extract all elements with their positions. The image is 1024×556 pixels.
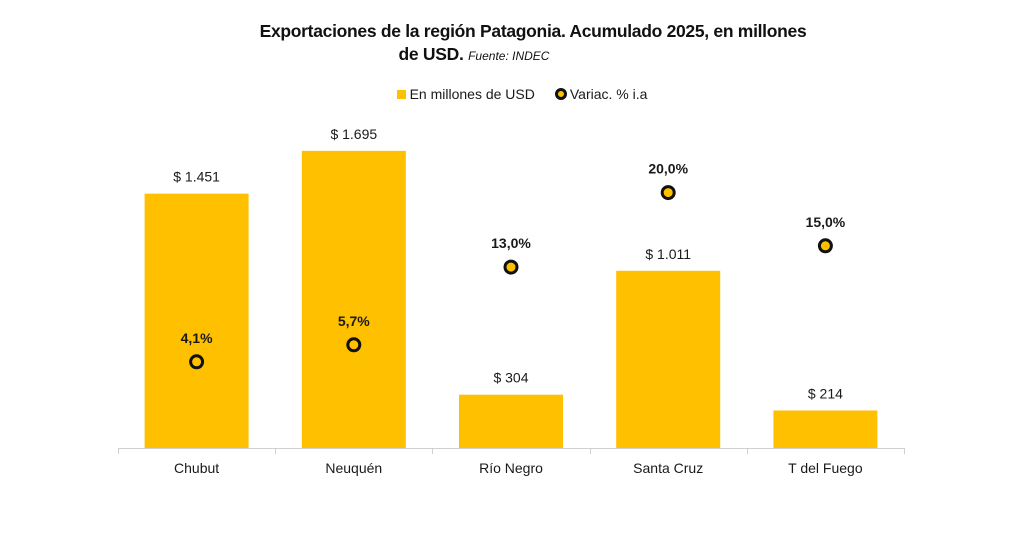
variation-value-label: 15,0% — [806, 214, 846, 230]
bar-río-negro — [459, 394, 563, 448]
chart-legend: En millones de USD Variac. % i.a — [0, 86, 1024, 102]
variation-value-label: 5,7% — [338, 313, 370, 329]
legend-marker-circle-icon — [554, 88, 567, 100]
bar-value-label: $ 1.695 — [330, 126, 377, 142]
legend-item-bars: En millones de USD — [396, 86, 535, 102]
bar-series — [144, 150, 878, 448]
x-tick-label: T del Fuego — [788, 460, 863, 476]
bar-santa-cruz — [616, 270, 721, 448]
chart-title: Exportaciones de la región Patagonia. Ac… — [0, 20, 1024, 68]
x-tick-label: Neuquén — [325, 460, 382, 476]
variation-value-label: 4,1% — [181, 330, 213, 346]
variation-value-label: 20,0% — [648, 161, 688, 177]
variation-marker — [189, 354, 205, 370]
bar-neuquén — [301, 150, 406, 448]
bar-value-label: $ 214 — [808, 385, 843, 401]
legend-bar-swatch-icon — [396, 89, 406, 99]
label-layer: $ 1.451 Chubut 4,1% $ 1.695 Neuquén 5,7% $ 304… — [173, 126, 863, 476]
bar-value-label: $ 1.451 — [173, 169, 220, 185]
bar-chubut — [144, 193, 249, 448]
x-tick-label: Santa Cruz — [633, 460, 703, 476]
legend-marker-label: Variac. % i.a — [569, 86, 648, 102]
legend-bar-label: En millones de USD — [409, 86, 535, 102]
variation-series — [189, 185, 833, 370]
bar-value-label: $ 304 — [493, 370, 528, 386]
chart-title-line2: de USD. — [398, 44, 464, 64]
chart-title-line2-wrap: de USD. Fuente: INDEC — [0, 43, 1024, 68]
x-axis — [118, 448, 905, 454]
chart-title-line1: Exportaciones de la región Patagonia. Ac… — [259, 21, 807, 41]
legend-item-markers: Variac. % i.a — [554, 86, 648, 102]
variation-value-label: 13,0% — [491, 235, 531, 251]
variation-marker — [346, 337, 362, 353]
variation-marker — [817, 238, 833, 254]
variation-marker — [660, 185, 676, 201]
chart-source: Fuente: INDEC — [468, 49, 550, 63]
variation-marker — [503, 259, 519, 275]
x-tick-label: Chubut — [174, 460, 219, 476]
bar-t-del-fuego — [773, 410, 878, 448]
bar-value-label: $ 1.011 — [645, 246, 691, 262]
x-tick-label: Río Negro — [479, 460, 543, 476]
